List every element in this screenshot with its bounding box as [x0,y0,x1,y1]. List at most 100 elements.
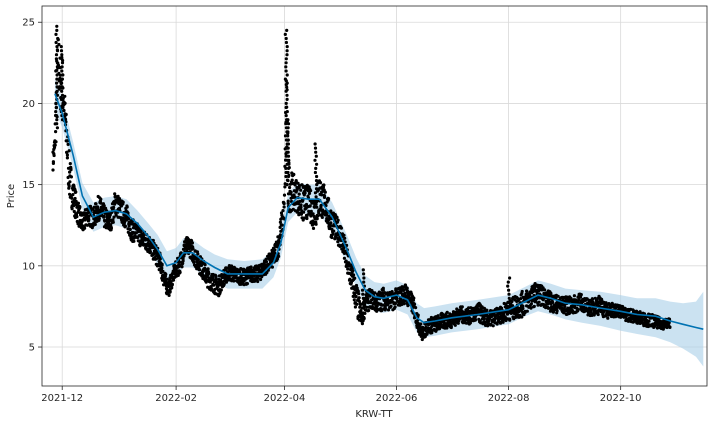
observed-point [352,298,356,302]
observed-point [285,53,289,57]
observed-point [60,77,64,81]
observed-point [55,81,59,85]
observed-point [87,218,91,222]
observed-point [314,202,318,206]
observed-point [314,150,318,154]
observed-point [121,200,125,204]
observed-point [285,183,289,187]
observed-point [286,122,291,126]
observed-point [65,150,69,154]
observed-point [275,257,280,261]
observed-point [57,42,61,47]
observed-point [368,300,373,305]
observed-point [94,202,98,206]
observed-point [286,146,290,150]
observed-point [191,247,195,251]
observed-point [75,215,79,219]
observed-point [69,175,73,179]
observed-point [354,294,358,298]
observed-point [278,225,282,229]
observed-point [299,203,303,207]
observed-point [280,223,284,227]
observed-point [70,196,74,200]
observed-point [299,188,303,192]
observed-point [141,233,145,237]
observed-point [360,322,364,326]
observed-point [54,69,58,73]
observed-point [473,318,478,322]
observed-point [112,215,116,219]
observed-point [382,294,386,298]
observed-point [297,192,301,196]
observed-point [327,197,331,201]
observed-point [319,203,323,207]
observed-point [381,286,385,290]
observed-point [532,304,536,308]
observed-point [216,284,220,289]
observed-point [313,146,318,150]
observed-point [284,57,288,61]
observed-point [72,209,76,214]
observed-point [103,219,107,223]
observed-point [393,301,397,306]
observed-point [285,110,289,114]
observed-point [529,306,533,310]
observed-point [148,250,152,254]
observed-point [366,297,370,301]
observed-point [104,206,108,210]
observed-point [362,304,367,308]
observed-point [368,294,372,298]
observed-point [347,271,351,275]
observed-point [359,309,363,313]
observed-point [315,205,319,209]
observed-point [61,73,65,77]
observed-point [164,272,168,276]
observed-point [351,269,355,273]
plot-background [42,6,707,386]
observed-point [277,240,281,244]
observed-point [68,170,72,174]
observed-point [293,183,297,187]
observed-point [196,252,200,256]
observed-point [146,238,151,243]
observed-point [375,304,379,308]
observed-point [160,262,164,266]
observed-point [361,268,365,272]
observed-point [259,277,263,282]
observed-point [576,309,580,313]
observed-point [54,101,58,105]
observed-point [55,118,59,122]
observed-point [510,299,514,304]
observed-point [547,306,551,310]
observed-point [360,288,365,292]
observed-point [111,220,115,224]
observed-point [55,65,60,69]
observed-point [187,238,191,242]
observed-point [456,321,460,325]
observed-point [232,279,236,283]
observed-point [214,274,218,278]
observed-point [284,154,288,158]
observed-point [565,295,569,299]
observed-point [284,166,288,170]
observed-point [54,110,58,114]
observed-point [62,108,66,113]
observed-point [55,122,59,126]
observed-point [352,273,356,277]
observed-point [209,288,213,292]
observed-point [590,297,595,301]
observed-point [320,215,324,219]
observed-point [286,138,290,142]
observed-point [71,193,75,197]
observed-point [132,239,136,243]
observed-point [99,201,103,205]
observed-point [181,257,185,261]
observed-point [87,214,91,218]
observed-point [55,73,59,77]
observed-point [308,204,312,208]
observed-point [284,101,288,105]
observed-point [393,305,397,309]
observed-point [55,89,59,93]
observed-point [192,260,196,264]
observed-point [551,310,556,314]
